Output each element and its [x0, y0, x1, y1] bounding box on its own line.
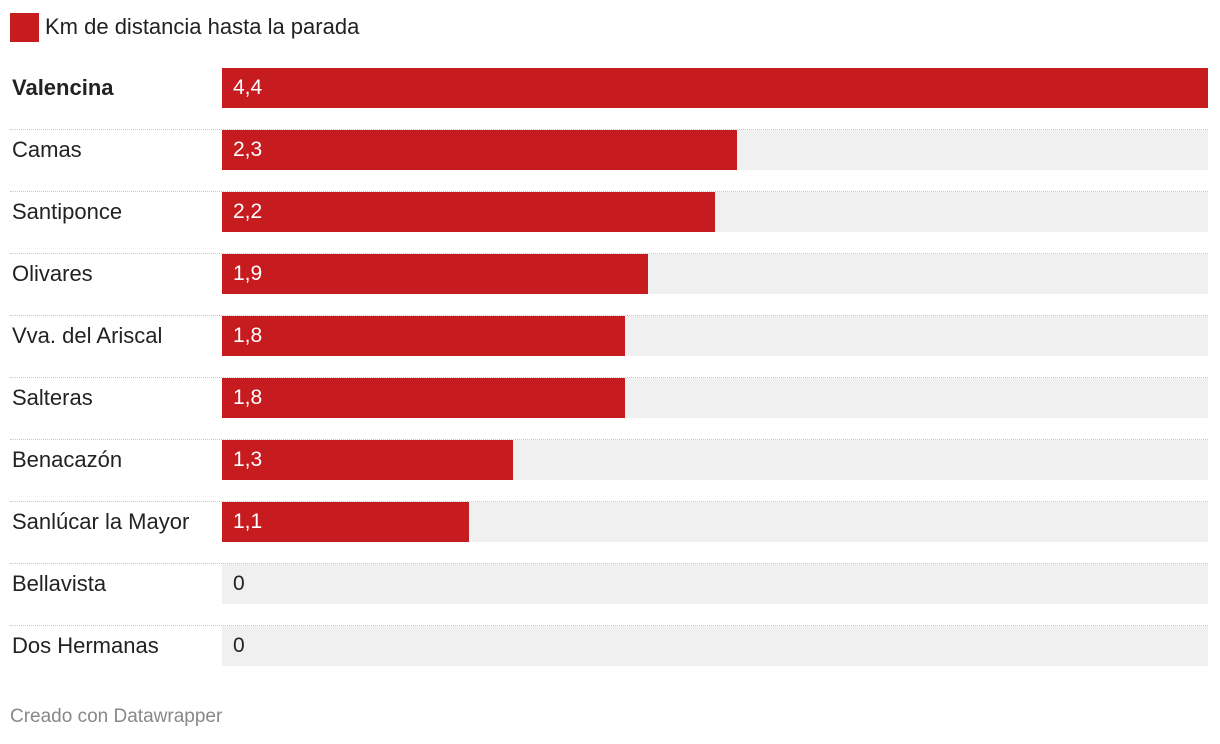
bar-row: Benacazón 1,3 — [10, 440, 1208, 502]
row-divider — [10, 253, 1208, 254]
row-divider — [10, 563, 1208, 564]
category-label: Olivares — [12, 261, 93, 286]
bar-track: 1,3 — [222, 440, 1208, 480]
bar — [222, 502, 469, 542]
bar-value-label: 1,1 — [233, 510, 263, 533]
bar-row: Salteras 1,8 — [10, 378, 1208, 440]
credit-text: Creado con Datawrapper — [10, 706, 223, 727]
bar-value-label: 1,3 — [233, 448, 263, 471]
bar — [222, 68, 1208, 108]
row-divider — [10, 315, 1208, 316]
bar-row: Olivares 1,9 — [10, 254, 1208, 316]
bar-track: 2,2 — [222, 192, 1208, 232]
category-label: Sanlúcar la Mayor — [12, 509, 190, 534]
bar-track: 2,3 — [222, 130, 1208, 170]
bar-value-label: 0 — [233, 572, 245, 595]
bar-value-label: 1,9 — [233, 262, 263, 285]
bar — [222, 192, 715, 232]
bar-track: 0 — [222, 626, 1208, 666]
legend: Km de distancia hasta la parada — [10, 12, 359, 42]
bar-track: 1,8 — [222, 378, 1208, 418]
bar-row: Camas 2,3 — [10, 130, 1208, 192]
bar-row: Valencina 4,4 — [10, 68, 1208, 130]
category-label: Vva. del Ariscal — [12, 323, 163, 348]
row-divider — [10, 625, 1208, 626]
row-divider — [10, 377, 1208, 378]
bar-track: 1,9 — [222, 254, 1208, 294]
legend-swatch — [10, 12, 39, 42]
row-divider — [10, 439, 1208, 440]
bar — [222, 130, 737, 170]
bar-value-label: 1,8 — [233, 386, 263, 409]
bar-row: Vva. del Ariscal 1,8 — [10, 316, 1208, 378]
bar — [222, 378, 625, 418]
bar-row: Bellavista 0 — [10, 564, 1208, 626]
bar-value-label: 2,3 — [233, 138, 263, 161]
bar-track: 0 — [222, 564, 1208, 604]
bar-track: 1,1 — [222, 502, 1208, 542]
bar-value-label: 0 — [233, 634, 245, 657]
category-label: Valencina — [12, 75, 114, 100]
bar-value-label: 4,4 — [233, 76, 263, 99]
bar-row: Santiponce 2,2 — [10, 192, 1208, 254]
category-label: Bellavista — [12, 571, 107, 596]
bar-row: Dos Hermanas 0 — [10, 626, 1208, 688]
category-label: Salteras — [12, 385, 93, 410]
row-divider — [10, 501, 1208, 502]
row-divider — [10, 129, 1208, 130]
bar-row: Sanlúcar la Mayor 1,1 — [10, 502, 1208, 564]
legend-label: Km de distancia hasta la parada — [45, 14, 360, 39]
bar-track: 1,8 — [222, 316, 1208, 356]
bar-value-label: 2,2 — [233, 200, 263, 223]
category-label: Santiponce — [12, 199, 123, 224]
bar — [222, 254, 648, 294]
bar — [222, 316, 625, 356]
category-label: Dos Hermanas — [12, 633, 159, 658]
bar-track: 4,4 — [222, 68, 1208, 108]
bar-value-label: 1,8 — [233, 324, 263, 347]
category-label: Camas — [12, 137, 82, 162]
row-divider — [10, 191, 1208, 192]
category-label: Benacazón — [12, 447, 123, 472]
bar — [222, 440, 513, 480]
